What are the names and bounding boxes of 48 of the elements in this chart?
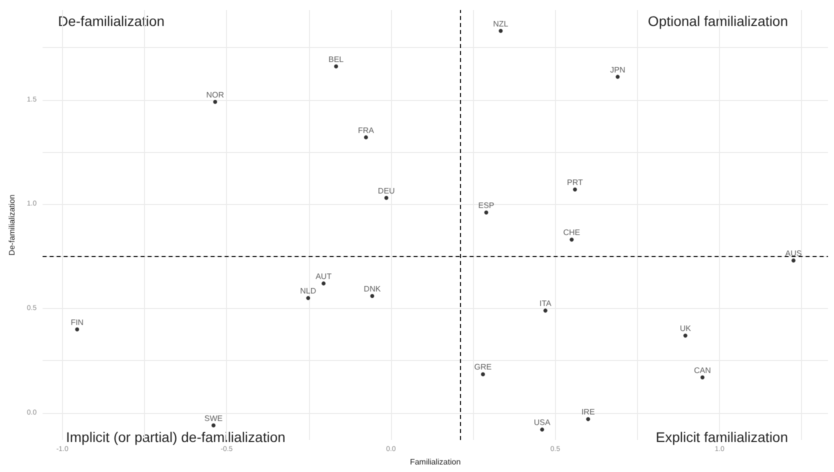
point <box>683 334 688 338</box>
point <box>370 294 374 298</box>
data-label: FIN <box>70 318 84 327</box>
data-label: DEU <box>378 186 396 196</box>
point <box>384 196 388 200</box>
point <box>700 375 704 380</box>
data-label: DNK <box>364 284 382 294</box>
data-label: USA <box>534 418 551 428</box>
point <box>213 100 218 104</box>
point <box>364 135 368 140</box>
point <box>572 188 577 192</box>
point <box>334 64 338 68</box>
x-axis-title: Familialization <box>410 458 461 466</box>
data-label: CAN <box>694 366 712 375</box>
point <box>498 28 503 33</box>
annotation: Optional familialization <box>648 13 788 29</box>
data-label: FRA <box>358 126 375 135</box>
annotation: De-familialization <box>58 13 165 29</box>
data-label: IRE <box>581 408 595 417</box>
data-label: NLD <box>300 286 316 296</box>
data-label: ESP <box>478 200 494 210</box>
point <box>792 258 796 262</box>
point <box>212 423 216 428</box>
data-label: PRT <box>567 178 584 188</box>
point <box>543 308 548 313</box>
data-label: BEL <box>328 54 344 64</box>
point <box>480 372 485 376</box>
data-label: AUT <box>316 272 332 281</box>
point <box>322 281 326 286</box>
point <box>540 428 544 432</box>
data-label: GRE <box>474 362 492 372</box>
annotation: Implicit (or partial) de-familialization <box>66 429 286 445</box>
data-label: JPN <box>610 65 626 74</box>
data-label: SWE <box>204 414 223 423</box>
annotation: Explicit familialization <box>656 429 788 445</box>
point <box>586 417 590 422</box>
data-label: ITA <box>539 299 552 308</box>
y-axis-title: De-familialization <box>8 194 16 256</box>
point <box>616 74 620 79</box>
data-label: AUS <box>785 248 802 258</box>
point <box>75 327 80 332</box>
point <box>306 296 310 300</box>
data-label: UK <box>680 324 692 334</box>
data-label: NOR <box>206 90 224 100</box>
data-label: NZL <box>493 19 509 28</box>
point <box>570 238 574 242</box>
point <box>484 210 488 214</box>
data-label: CHE <box>563 228 580 238</box>
